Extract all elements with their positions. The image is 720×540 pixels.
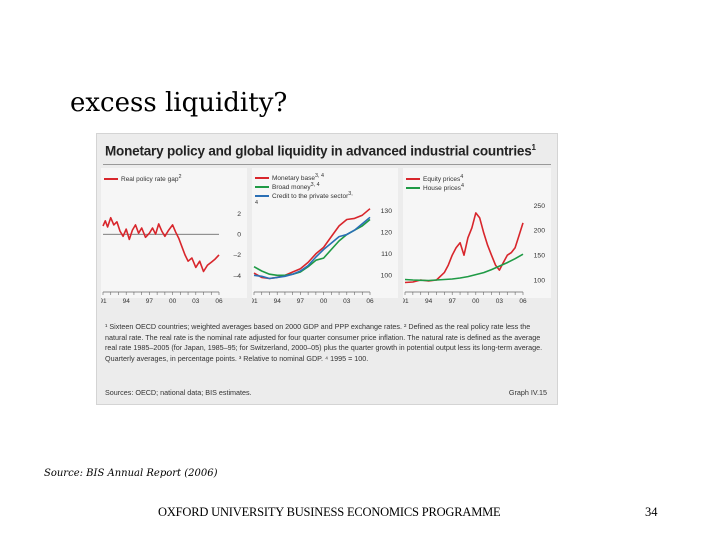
- legend-swatch: [406, 178, 420, 181]
- x-tick-label: 91: [101, 298, 107, 305]
- x-tick-label: 06: [519, 298, 527, 305]
- x-tick-label: 00: [472, 298, 480, 305]
- chart-svg-asset-prices: 91 94 97 00 03 06 250 200 150 100: [403, 203, 546, 305]
- x-tick-label: 00: [320, 298, 328, 305]
- panel-policy-rate-gap: 91 94 97 00 03 06 2 0 –2 –4 Real policy rate gap2: [101, 168, 247, 305]
- series-line: [404, 212, 524, 284]
- x-tick-label: 97: [297, 298, 305, 305]
- x-tick-label: 03: [496, 298, 504, 305]
- series-line: [102, 216, 220, 273]
- y-tick-label: 200: [534, 228, 546, 235]
- graph-label: Graph IV.15: [508, 388, 547, 397]
- figure-title: Monetary policy and global liquidity in …: [105, 143, 536, 159]
- x-tick-label: 06: [215, 298, 223, 305]
- series-line: [253, 216, 371, 280]
- y-tick-label: 100: [381, 273, 393, 280]
- title-divider: [103, 164, 551, 165]
- series-line: [253, 218, 371, 277]
- x-tick-label: 97: [449, 298, 457, 305]
- legend-swatch: [255, 177, 269, 180]
- legend-item: Real policy rate gap2: [104, 174, 181, 183]
- x-tick-label: 94: [425, 298, 433, 305]
- figure-sources: Sources: OECD; national data; BIS estima…: [105, 388, 252, 397]
- legend-swatch: [104, 178, 118, 181]
- y-tick-label: 120: [381, 230, 393, 237]
- x-tick-label: 03: [343, 298, 351, 305]
- legend-swatch: [255, 195, 269, 198]
- legend-item: House prices4: [406, 183, 464, 192]
- y-tick-label: –2: [233, 252, 241, 259]
- series-line: [253, 208, 371, 280]
- x-tick-label: 91: [403, 298, 409, 305]
- x-tick-label: 00: [169, 298, 177, 305]
- x-tick-label: 97: [146, 298, 154, 305]
- x-tick-label: 91: [252, 298, 258, 305]
- panel-asset-prices: 91 94 97 00 03 06 250 200 150 100 Equity prices4 …: [403, 168, 551, 305]
- panel-monetary-aggregates: 91 94 97 00 03 06 130 120 110 100 Monetary base3,…: [252, 168, 398, 305]
- y-tick-label: 130: [381, 208, 393, 215]
- y-tick-label: 250: [534, 203, 546, 210]
- figure-footnotes: ¹ Sixteen OECD countries; weighted avera…: [105, 322, 543, 363]
- x-tick-label: 03: [192, 298, 200, 305]
- footer-text: OXFORD UNIVERSITY BUSINESS ECONOMICS PRO…: [158, 505, 501, 519]
- y-tick-label: 0: [237, 232, 241, 239]
- chart-svg-monetary-aggregates: 91 94 97 00 03 06 130 120 110 100: [252, 208, 393, 305]
- y-tick-label: –4: [233, 273, 241, 280]
- legend-item: Credit to the private sector3, 4: [255, 191, 353, 207]
- y-tick-label: 2: [237, 211, 241, 218]
- series-line: [404, 253, 524, 282]
- x-tick-label: 94: [274, 298, 282, 305]
- page-number: 34: [645, 505, 658, 519]
- slide-title: excess liquidity?: [70, 88, 288, 118]
- legend-swatch: [255, 186, 269, 189]
- x-tick-label: 94: [123, 298, 131, 305]
- source-citation: Source: BIS Annual Report (2006): [44, 468, 218, 479]
- x-tick-label: 06: [366, 298, 374, 305]
- chart-figure: Monetary policy and global liquidity in …: [96, 133, 558, 405]
- legend-item: Equity prices4: [406, 174, 463, 183]
- legend-item: Broad money3, 4: [255, 182, 320, 191]
- y-tick-label: 150: [534, 252, 546, 259]
- y-tick-label: 110: [381, 251, 392, 258]
- legend-swatch: [406, 187, 420, 190]
- chart-svg-policy-rate-gap: 91 94 97 00 03 06 2 0 –2 –4: [101, 211, 241, 305]
- legend-item: Monetary base3, 4: [255, 173, 324, 182]
- y-tick-label: 100: [534, 277, 546, 284]
